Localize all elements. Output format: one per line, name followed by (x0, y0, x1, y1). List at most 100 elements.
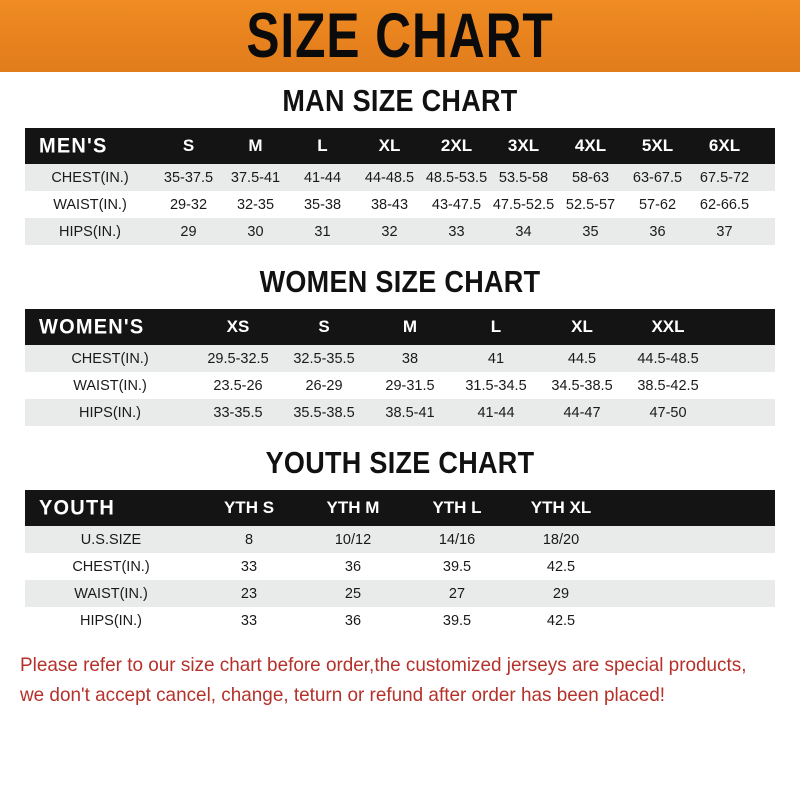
page-banner: SIZE CHART (0, 0, 800, 72)
table-row: HIPS(IN.) 33-35.5 35.5-38.5 38.5-41 41-44 44-… (25, 399, 775, 426)
youth-column-header: YTH L (432, 498, 482, 517)
table-cell: 47.5-52.5 (492, 196, 555, 213)
table-cell: 35 (582, 223, 599, 240)
table-cell: 63-67.5 (632, 169, 683, 186)
table-cell: 44-47 (563, 404, 601, 421)
table-cell: 23 (240, 585, 258, 602)
men-row-label: CHEST(IN.) (51, 169, 129, 186)
table-cell: 44.5 (567, 350, 597, 367)
men-column-header: M (248, 136, 263, 155)
table-cell: 31.5-34.5 (465, 377, 527, 394)
table-cell: 29 (552, 585, 570, 602)
youth-header-spacer (613, 490, 775, 526)
women-size-table: WOMEN'S XS S M L XL XXL CHEST(IN.) 29.5-32.5 32.5… (25, 309, 775, 426)
table-cell: 48.5-53.5 (425, 169, 488, 186)
youth-row-spacer (613, 553, 775, 580)
table-cell: 38-43 (370, 196, 409, 213)
table-cell: 31 (314, 223, 331, 240)
men-column-header: XL (378, 136, 401, 155)
table-cell: 10/12 (334, 531, 372, 548)
table-cell: 37 (716, 223, 733, 240)
women-row-spacer (711, 399, 775, 426)
youth-column-header: YTH S (223, 498, 275, 517)
youth-column-header: YTH XL (530, 498, 592, 517)
men-column-header: L (317, 136, 328, 155)
women-size-chart-block: WOMEN'S XS S M L XL XXL CHEST(IN.) 29.5-32.5 32.5… (25, 309, 775, 426)
table-cell: 39.5 (442, 558, 472, 575)
table-cell: 29 (180, 223, 197, 240)
table-cell: 34 (515, 223, 532, 240)
men-size-table: MEN'S S M L XL 2XL 3XL 4XL 5XL 6XL CHEST(IN.) 35-37… (25, 128, 775, 245)
table-row: CHEST(IN.) 29.5-32.5 32.5-35.5 38 41 44.5 44.5… (25, 345, 775, 372)
table-cell: 36 (344, 612, 362, 629)
table-cell: 62-66.5 (699, 196, 750, 213)
youth-table-header-row: YOUTH YTH S YTH M YTH L YTH XL (25, 490, 775, 526)
table-cell: 35.5-38.5 (293, 404, 355, 421)
men-row-spacer (758, 218, 775, 245)
youth-row-label: HIPS(IN.) (79, 612, 143, 629)
table-cell: 42.5 (546, 558, 576, 575)
youth-row-label: U.S.SIZE (80, 531, 142, 548)
table-cell: 42.5 (546, 612, 576, 629)
men-row-label: WAIST(IN.) (53, 196, 127, 213)
table-row: WAIST(IN.) 23 25 27 29 (25, 580, 775, 607)
table-cell: 27 (448, 585, 466, 602)
table-cell: 52.5-57 (565, 196, 616, 213)
table-cell: 25 (344, 585, 362, 602)
table-cell: 37.5-41 (230, 169, 281, 186)
table-cell: 58-63 (571, 169, 610, 186)
table-cell: 36 (649, 223, 666, 240)
table-cell: 39.5 (442, 612, 472, 629)
youth-row-label: CHEST(IN.) (72, 558, 150, 575)
table-cell: 38.5-42.5 (637, 377, 699, 394)
table-cell: 29-31.5 (385, 377, 435, 394)
men-table-header-row: MEN'S S M L XL 2XL 3XL 4XL 5XL 6XL (25, 128, 775, 164)
table-cell: 32 (381, 223, 398, 240)
women-column-header: XS (226, 317, 250, 336)
table-cell: 57-62 (638, 196, 677, 213)
table-cell: 29-32 (169, 196, 208, 213)
women-column-header: S (318, 317, 330, 336)
men-table-corner-label: MEN'S (39, 133, 108, 158)
women-row-spacer (711, 345, 775, 372)
men-column-header: 6XL (708, 136, 741, 155)
table-cell: 18/20 (542, 531, 580, 548)
table-cell: 38 (401, 350, 419, 367)
table-cell: 33 (240, 558, 258, 575)
men-column-header: S (182, 136, 195, 155)
women-table-corner-label: WOMEN'S (39, 314, 145, 339)
table-cell: 44.5-48.5 (637, 350, 699, 367)
table-cell: 32-35 (236, 196, 275, 213)
table-cell: 67.5-72 (699, 169, 750, 186)
table-cell: 29.5-32.5 (207, 350, 269, 367)
table-cell: 36 (344, 558, 362, 575)
table-cell: 30 (247, 223, 264, 240)
table-row: HIPS(IN.) 33 36 39.5 42.5 (25, 607, 775, 634)
order-policy-note-line-2: we don't accept cancel, change, teturn o… (20, 684, 666, 707)
youth-table-corner-label: YOUTH (39, 495, 115, 520)
table-row: CHEST(IN.) 33 36 39.5 42.5 (25, 553, 775, 580)
youth-row-spacer (613, 580, 775, 607)
youth-row-spacer (613, 526, 775, 553)
table-cell: 34.5-38.5 (551, 377, 613, 394)
section-title-youth: YOUTH SIZE CHART (265, 446, 535, 480)
men-column-header: 3XL (507, 136, 540, 155)
youth-column-header: YTH M (326, 498, 380, 517)
table-cell: 44-48.5 (364, 169, 415, 186)
table-cell: 32.5-35.5 (293, 350, 355, 367)
women-row-label: CHEST(IN.) (71, 350, 149, 367)
table-cell: 33 (448, 223, 465, 240)
table-cell: 41 (487, 350, 505, 367)
women-header-spacer (711, 309, 775, 345)
youth-row-label: WAIST(IN.) (74, 585, 148, 602)
table-row: WAIST(IN.) 29-32 32-35 35-38 38-43 43-47.5 47.… (25, 191, 775, 218)
table-cell: 33-35.5 (213, 404, 263, 421)
banner-title: SIZE CHART (246, 1, 554, 71)
table-row: HIPS(IN.) 29 30 31 32 33 34 35 36 37 (25, 218, 775, 245)
table-cell: 41-44 (303, 169, 342, 186)
order-policy-note: Please refer to our size chart before or… (20, 650, 757, 710)
section-title-women: WOMEN SIZE CHART (259, 265, 541, 299)
women-row-label: HIPS(IN.) (78, 404, 142, 421)
women-column-header: XXL (651, 317, 685, 336)
